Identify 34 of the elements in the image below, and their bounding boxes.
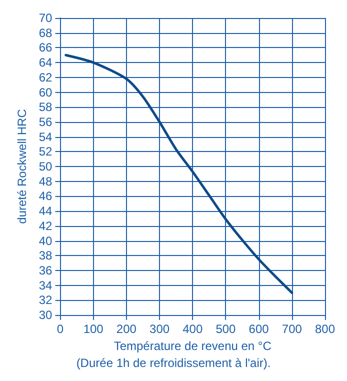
y-tick-label: 38 xyxy=(38,248,53,263)
text: (Durée 1h de refroidissement à l'air). xyxy=(76,356,271,370)
y-tick-label: 42 xyxy=(38,218,53,233)
y-tick-label: 70 xyxy=(38,11,53,25)
y-tick-label: 52 xyxy=(38,144,53,159)
y-tick-label: 54 xyxy=(38,130,53,144)
y-tick-label: 32 xyxy=(38,293,53,308)
y-tick-label: 30 xyxy=(38,308,53,322)
y-tick-label: 68 xyxy=(38,26,53,40)
x-tick-label: 600 xyxy=(248,322,270,336)
y-axis-title: dureté Rockwell HRC xyxy=(15,108,29,224)
y-tick-label: 48 xyxy=(38,174,53,188)
x-tick-label: 500 xyxy=(216,322,236,336)
y-tick-label: 66 xyxy=(38,40,53,55)
line-series xyxy=(64,54,294,294)
x-tick-label: 800 xyxy=(314,322,336,336)
x-tick-label: 200 xyxy=(116,322,137,336)
y-tick-label: 60 xyxy=(38,85,53,100)
y-tick-label: 58 xyxy=(38,100,53,114)
y-tick-label: 34 xyxy=(38,278,53,292)
x-tick-label: 300 xyxy=(150,322,170,336)
y-tick-label: 46 xyxy=(38,189,53,204)
y-tick-label: 40 xyxy=(38,234,53,248)
y-tick-label: 44 xyxy=(38,204,53,218)
y-tick-label: 62 xyxy=(38,70,53,84)
y-tick-label: 36 xyxy=(38,263,53,278)
x-tick-label: 100 xyxy=(83,322,104,336)
y-tick-label: 56 xyxy=(38,114,53,129)
x-tick-label: 700 xyxy=(282,322,302,336)
x-tick-label: 0 xyxy=(56,322,64,336)
y-tick-label: 50 xyxy=(38,160,53,174)
x-tick-label: 400 xyxy=(182,322,203,336)
x-axis-title: Température de revenu en °C xyxy=(114,338,272,353)
y-tick-label: 64 xyxy=(38,56,53,70)
